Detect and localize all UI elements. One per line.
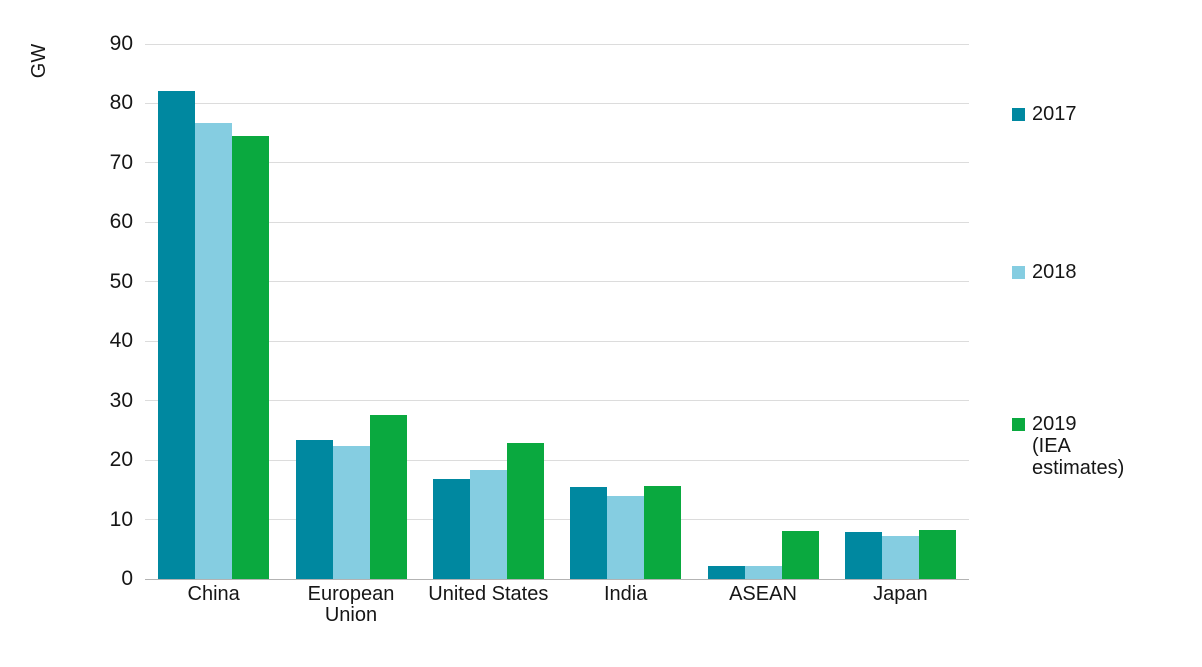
y-tick-label-50: 50	[109, 269, 133, 293]
bar-china-2018	[195, 123, 233, 579]
y-tick-label-80: 80	[109, 91, 133, 115]
legend-label-2017: 2017	[1032, 103, 1077, 125]
legend-swatch-2019	[1012, 418, 1025, 431]
legend-swatch-2018	[1012, 266, 1025, 279]
x-label-china: China	[187, 583, 240, 605]
bar-european-union-2018	[332, 446, 370, 579]
y-tick-label-60: 60	[109, 210, 133, 234]
gridline-20	[145, 459, 969, 461]
bar-india-2017	[570, 486, 608, 579]
bar-asean-2019	[781, 530, 819, 579]
y-tick-label-90: 90	[109, 32, 133, 55]
y-tick-label-0: 0	[121, 567, 133, 590]
y-tick-label-20: 20	[109, 448, 133, 472]
gridline-40	[145, 340, 969, 342]
y-tick-label-70: 70	[109, 150, 133, 174]
bar-japan-2017	[844, 532, 882, 579]
bar-european-union-2019	[369, 414, 407, 579]
y-tick-label-10: 10	[109, 507, 133, 531]
gridline-50	[145, 281, 969, 283]
gridline-90	[145, 43, 969, 45]
bar-china-2019	[232, 135, 270, 579]
bar-india-2019	[644, 485, 682, 579]
x-label-united-states: United States	[428, 583, 549, 605]
x-label-india: India	[603, 583, 648, 605]
gridline-60	[145, 221, 969, 223]
gridline-70	[145, 162, 969, 164]
bar-european-union-2017	[295, 440, 333, 579]
x-label-asean: ASEAN	[729, 583, 797, 605]
legend-item-2018: 2018	[1012, 261, 1077, 283]
gridline-30	[145, 400, 969, 402]
y-axis-unit-label: GW	[28, 43, 50, 79]
legend-item-2017: 2017	[1012, 103, 1077, 125]
legend-swatch-2017	[1012, 108, 1025, 121]
gridline-80	[145, 102, 969, 104]
bar-india-2018	[607, 496, 645, 579]
bar-united-states-2019	[506, 443, 544, 579]
bar-united-states-2018	[469, 470, 507, 579]
y-tick-label-30: 30	[109, 388, 133, 412]
bar-japan-2018	[881, 536, 919, 579]
legend-label-2019: 2019 (IEA estimates)	[1032, 413, 1125, 479]
bar-united-states-2017	[432, 478, 470, 579]
bar-china-2017	[158, 90, 196, 579]
x-label-european-union: European Union	[307, 583, 395, 626]
x-label-japan: Japan	[873, 583, 928, 605]
y-tick-label-40: 40	[109, 329, 133, 353]
bar-asean-2017	[707, 565, 745, 579]
x-axis-line	[145, 578, 969, 580]
gridline-10	[145, 519, 969, 521]
bar-japan-2019	[918, 529, 956, 579]
bar-asean-2018	[744, 565, 782, 579]
legend-item-2019: 2019 (IEA estimates)	[1012, 413, 1124, 479]
legend-label-2018: 2018	[1032, 261, 1077, 283]
